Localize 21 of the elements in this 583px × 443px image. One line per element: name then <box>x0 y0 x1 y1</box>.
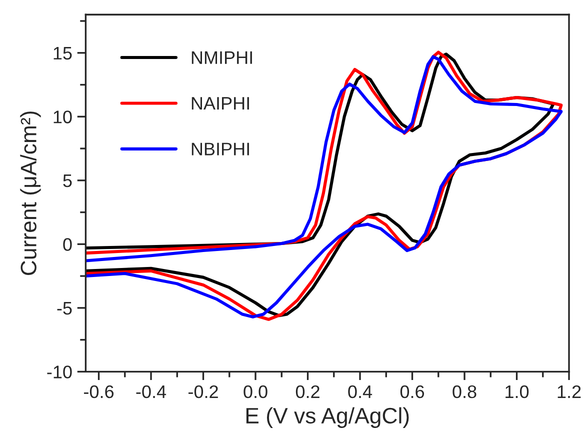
x-tick-label: 0.6 <box>400 385 424 398</box>
y-tick-label: 15 <box>54 46 72 60</box>
legend-label: NBIPHI <box>192 142 249 156</box>
x-tick-label: -0.4 <box>136 385 166 398</box>
x-tick-label: -0.2 <box>188 385 218 398</box>
legend-label: NMIPHI <box>192 51 252 64</box>
x-tick-label: 0.4 <box>348 385 372 398</box>
x-tick-label: 0.2 <box>296 385 320 398</box>
x-tick-label: 1.0 <box>506 385 529 398</box>
y-tick-label: -10 <box>47 366 72 378</box>
x-tick-label: 0.0 <box>244 385 268 398</box>
x-tick-label: -0.6 <box>84 385 114 398</box>
y-tick-label: 10 <box>54 110 72 124</box>
legend-label: NAIPHI <box>192 97 249 110</box>
y-tick-label: 0 <box>63 238 72 251</box>
x-axis-title: E (V vs Ag/AgCl) <box>246 407 409 428</box>
y-tick-label: 5 <box>63 174 72 188</box>
x-tick-label: 0.8 <box>452 385 476 398</box>
x-tick-label: 1.2 <box>558 385 581 398</box>
y-tick-label: -5 <box>57 302 72 315</box>
y-axis-title: Current (μA/cm²) <box>20 112 41 275</box>
